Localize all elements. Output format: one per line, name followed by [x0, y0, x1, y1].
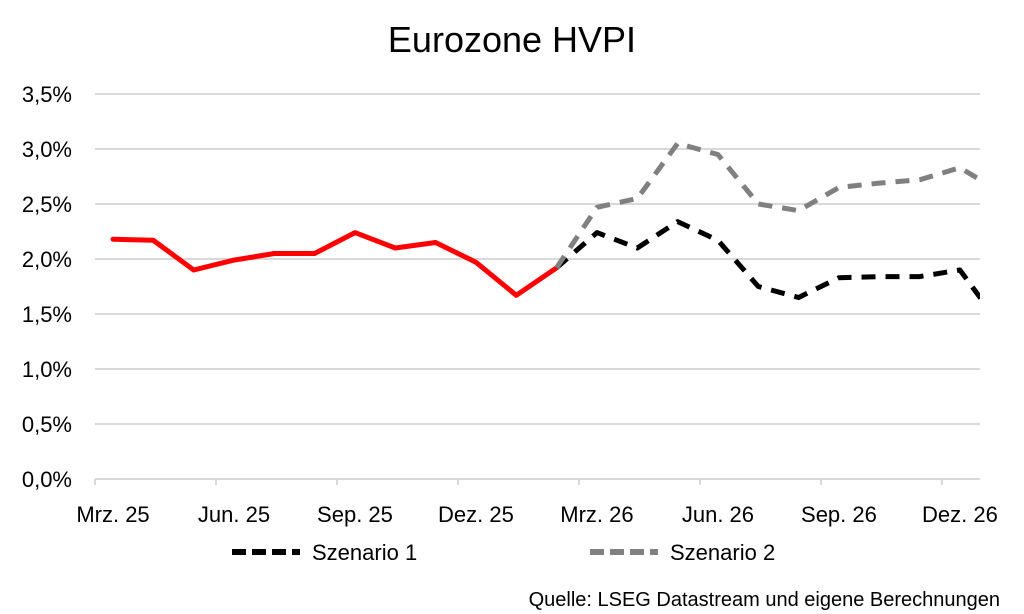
legend-item-szenario-1: Szenario 1 — [232, 540, 417, 565]
y-tick-label: 2,0% — [22, 247, 72, 272]
x-tick-label: Dez. 25 — [438, 502, 514, 527]
x-tick-label: Jun. 26 — [682, 502, 754, 527]
y-tick-label: 0,5% — [22, 412, 72, 437]
x-tick-label: Sep. 25 — [317, 502, 393, 527]
chart-title: Eurozone HVPI — [388, 19, 636, 60]
y-tick-label: 1,0% — [22, 357, 72, 382]
legend-label-szenario-1: Szenario 1 — [312, 540, 417, 565]
legend-label-szenario-2: Szenario 2 — [670, 540, 775, 565]
series-line-szenario-1 — [554, 219, 980, 302]
y-tick-label: 2,5% — [22, 192, 72, 217]
y-tick-label: 3,5% — [22, 82, 72, 107]
x-tick-label: Mrz. 26 — [560, 502, 633, 527]
y-axis: 0,0% 0,5% 1,0% 1,5% 2,0% 2,5% 3,0% 3,5% — [22, 82, 72, 492]
y-tick-label: 1,5% — [22, 302, 72, 327]
x-tick-label: Dez. 26 — [922, 502, 998, 527]
source-note: Quelle: LSEG Datastream und eigene Berec… — [529, 589, 1000, 611]
legend: Szenario 1 Szenario 2 — [232, 540, 775, 565]
series-line-szenario-2 — [554, 141, 980, 270]
y-tick-label: 3,0% — [22, 137, 72, 162]
series-lines — [110, 141, 980, 302]
gridlines — [95, 93, 980, 480]
x-tick-label: Sep. 26 — [801, 502, 877, 527]
series-line-ist — [110, 230, 560, 298]
x-tick-label: Jun. 25 — [198, 502, 270, 527]
y-tick-label: 0,0% — [22, 467, 72, 492]
x-axis: Mrz. 25 Jun. 25 Sep. 25 Dez. 25 Mrz. 26 Jun. … — [76, 479, 998, 527]
legend-item-szenario-2: Szenario 2 — [590, 540, 775, 565]
x-tick-label: Mrz. 25 — [76, 502, 149, 527]
